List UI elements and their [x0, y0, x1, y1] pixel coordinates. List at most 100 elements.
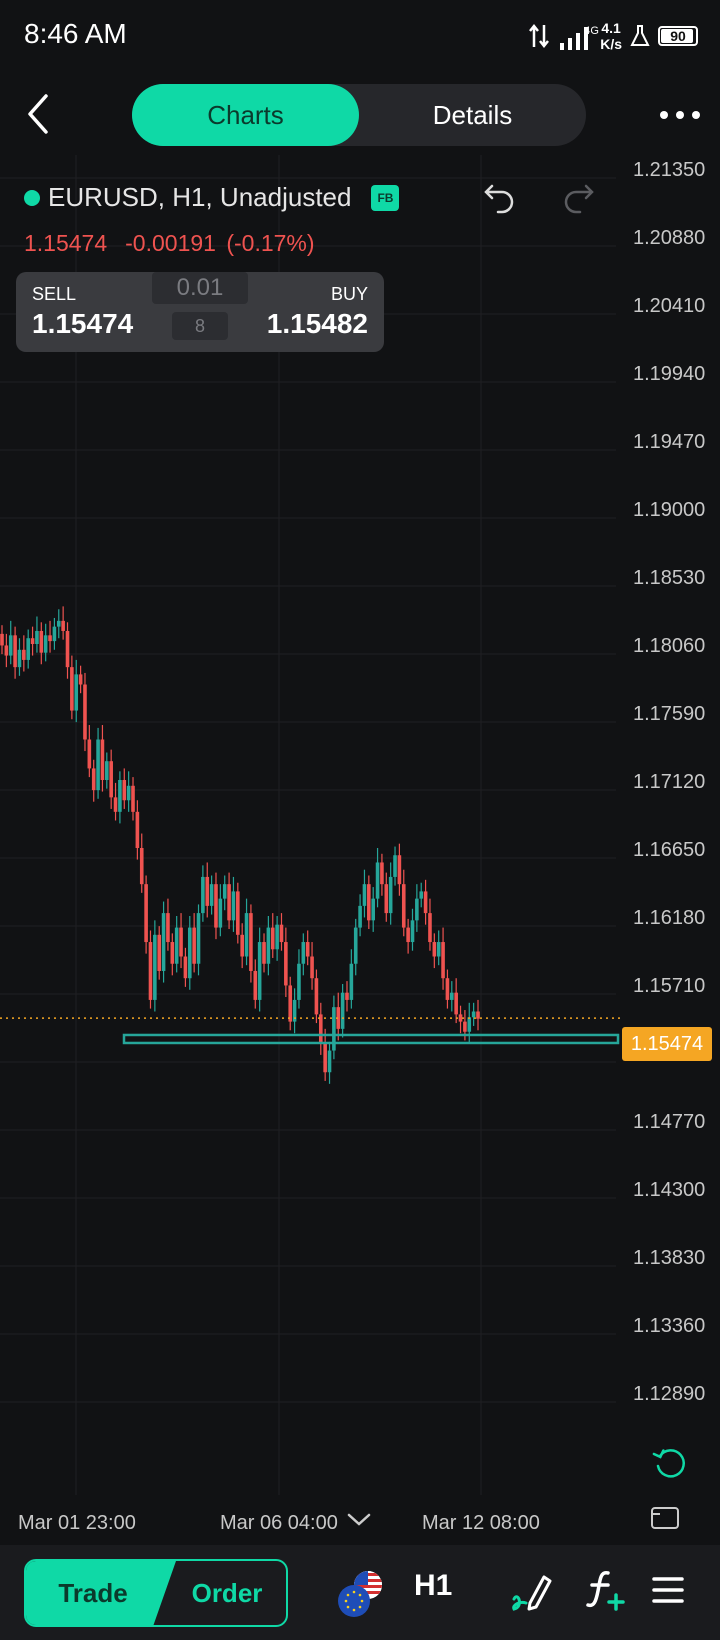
candle-body: [279, 924, 284, 943]
y-tick-label: 1.14770: [633, 1111, 705, 1133]
candle-body: [87, 739, 92, 769]
candle-body: [8, 635, 13, 656]
candle-body: [257, 942, 262, 1000]
signal-icon: 4G: [558, 21, 599, 51]
network-type: 4G: [584, 25, 599, 37]
candle-body: [35, 630, 39, 644]
sell-label[interactable]: SELL: [32, 284, 77, 304]
fullscreen-icon[interactable]: [650, 1506, 680, 1530]
data-transfer-icon: [529, 23, 550, 49]
candle-body: [463, 1021, 467, 1032]
change-value: -0.00191: [125, 230, 216, 256]
y-tick-label: 1.20410: [633, 295, 705, 317]
y-tick-label: 1.20880: [633, 227, 705, 249]
order-button[interactable]: Order: [191, 1577, 263, 1608]
tab-charts[interactable]: Charts: [132, 84, 359, 146]
candle-body: [148, 942, 153, 1000]
y-tick-label: 1.21350: [633, 159, 705, 181]
candle-body: [222, 884, 227, 899]
redo-icon[interactable]: [562, 180, 598, 216]
candle-body: [454, 992, 458, 1015]
candle-body: [161, 913, 166, 971]
price-chart[interactable]: 1.21350 1.20880 1.20410 1.19940 1.19470 1.190…: [0, 155, 720, 1534]
y-tick-label: 1.19940: [633, 363, 705, 385]
candle-body: [449, 992, 454, 1000]
candle-body: [388, 876, 393, 914]
candle-body: [231, 891, 236, 921]
trade-button[interactable]: Trade: [26, 1561, 176, 1625]
candle-body: [113, 797, 118, 812]
candle-body: [179, 927, 183, 957]
buy-price[interactable]: 1.15482: [266, 308, 368, 339]
candle-body: [70, 667, 74, 711]
menu-icon[interactable]: [652, 1575, 684, 1605]
candle-body: [284, 942, 288, 986]
candle-body: [445, 978, 450, 1000]
y-tick-label: 1.16180: [633, 907, 705, 929]
bottom-toolbar: Trade Order H1: [0, 1545, 720, 1640]
back-arrow-icon[interactable]: [18, 88, 66, 140]
candle-body: [13, 635, 17, 668]
reset-chart-icon[interactable]: [652, 1446, 688, 1482]
candle-body: [380, 862, 384, 885]
y-tick-label: 1.13360: [633, 1315, 705, 1337]
candle-body: [415, 898, 419, 921]
trade-order-switch: Trade Order: [24, 1559, 288, 1627]
y-tick-label: 1.15710: [633, 975, 705, 997]
network-speed: 4.1 K/s: [600, 20, 622, 52]
market-open-dot: [24, 189, 40, 206]
candle-body: [327, 1050, 332, 1073]
y-tick-label: 1.16650: [633, 839, 705, 861]
current-price-tag: 1.15474: [622, 1027, 712, 1061]
tab-details[interactable]: Details: [432, 99, 513, 130]
candle-body: [196, 913, 201, 964]
timeframe-selector[interactable]: H1: [414, 1569, 453, 1602]
candle-body: [244, 913, 249, 957]
candle-body: [139, 848, 144, 885]
candle-body: [205, 876, 210, 906]
candle-body: [118, 780, 122, 812]
candle-body: [91, 768, 96, 791]
candle-body: [288, 985, 293, 1022]
candle-body: [26, 638, 31, 660]
candle-body: [131, 785, 135, 812]
indicators-icon[interactable]: [584, 1567, 628, 1611]
sell-price[interactable]: 1.15474: [32, 308, 134, 339]
candle-body: [48, 635, 52, 642]
buy-label[interactable]: BUY: [330, 284, 368, 304]
y-tick-label: 1.19000: [633, 499, 705, 521]
candle-body: [349, 963, 354, 1000]
candle-body: [262, 942, 266, 964]
candle-body: [318, 1014, 323, 1044]
y-tick-label: 1.18530: [633, 567, 705, 589]
y-tick-label: 1.13830: [633, 1247, 705, 1269]
candle-body: [249, 913, 253, 971]
candle-body: [52, 626, 57, 642]
lot-size-input[interactable]: 0.01: [152, 272, 248, 304]
spread-badge: 8: [172, 312, 228, 340]
change-percent: (-0.17%): [226, 230, 315, 256]
candle-body: [170, 942, 175, 964]
candle-body: [353, 927, 358, 964]
candle-body: [61, 620, 65, 631]
more-options-icon[interactable]: [660, 104, 700, 126]
candle-body: [340, 992, 345, 1029]
candle-body: [187, 927, 192, 979]
status-time: 8:46 AM: [24, 18, 127, 49]
candle-body: [78, 674, 83, 685]
candle-body: [467, 1017, 472, 1032]
candle-body: [458, 1014, 463, 1022]
candle-body: [109, 761, 113, 798]
candlestick-chart[interactable]: 1.21350 1.20880 1.20410 1.19940 1.19470 1.190…: [0, 155, 720, 1545]
candle-body: [305, 942, 310, 957]
candle-body: [227, 884, 231, 921]
candle-body: [471, 1011, 476, 1018]
currency-pair-flags-icon[interactable]: [336, 1567, 388, 1619]
candle-body: [401, 884, 406, 928]
undo-icon[interactable]: [480, 180, 516, 216]
candle-body: [358, 905, 362, 928]
drawing-tool-icon[interactable]: [510, 1569, 554, 1613]
y-tick-label: 1.17120: [633, 771, 705, 793]
candle-body: [56, 620, 61, 627]
chevron-down-icon[interactable]: [346, 1512, 372, 1528]
